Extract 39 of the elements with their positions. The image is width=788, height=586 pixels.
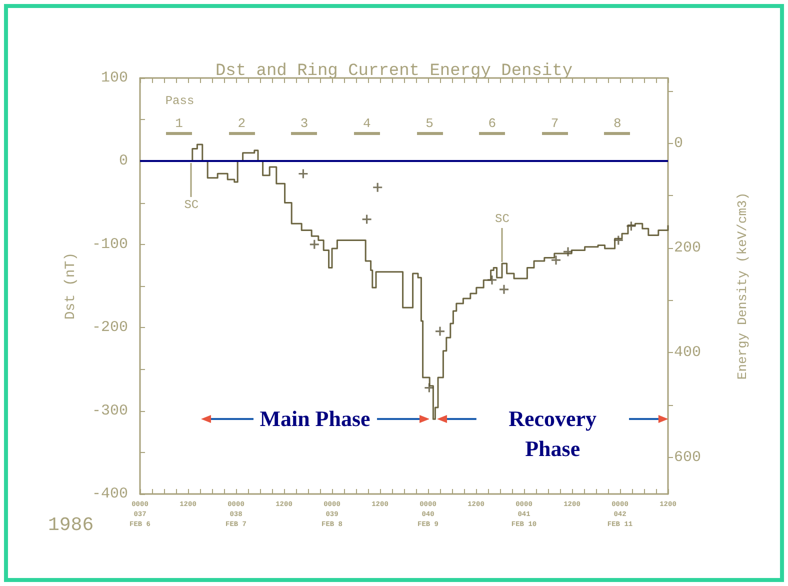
- point: [309, 239, 320, 250]
- annotation: 1: [166, 116, 192, 135]
- annotation: Main Phase: [260, 405, 370, 434]
- annotation: Pass: [165, 94, 194, 108]
- y2-tick-label: 0: [674, 134, 684, 152]
- annotation: 2: [228, 116, 255, 135]
- annotation: 5: [416, 116, 443, 135]
- y-tick-label: -200: [92, 319, 128, 336]
- y-tick-label: 100: [100, 70, 128, 86]
- annotation: SC: [184, 198, 199, 212]
- annotation: 6: [479, 116, 506, 135]
- y-tick-label: 0: [118, 152, 128, 170]
- chart-title: Dst and Ring Current Energy Density: [215, 62, 573, 81]
- text: 1986: [48, 514, 94, 536]
- point: [434, 326, 446, 337]
- point: [486, 274, 498, 286]
- annotation: 3: [291, 116, 318, 135]
- point: [550, 254, 562, 266]
- point: [626, 220, 636, 232]
- y2-axis-title: Energy Density (keV/cm3): [735, 192, 750, 380]
- annotation: 7: [542, 116, 568, 135]
- y2-tick-label: 200: [674, 240, 702, 257]
- annotation: Recovery Phase: [508, 405, 598, 464]
- point: [362, 214, 372, 225]
- point: [298, 168, 308, 180]
- y2-tick-label: 600: [674, 448, 702, 466]
- y-tick-label: -300: [92, 402, 128, 420]
- y-axis-title: Dst (nT): [63, 252, 79, 320]
- point: [372, 182, 383, 193]
- annotation: SC: [495, 212, 510, 226]
- y2-tick-label: 400: [674, 344, 702, 362]
- annotation: 4: [354, 116, 380, 135]
- annotation: 8: [604, 116, 630, 135]
- y-tick-label: -400: [92, 486, 128, 502]
- point: [424, 382, 434, 394]
- point: [498, 284, 510, 295]
- point: [613, 234, 624, 246]
- y-tick-label: -100: [92, 236, 128, 253]
- point: [562, 246, 574, 258]
